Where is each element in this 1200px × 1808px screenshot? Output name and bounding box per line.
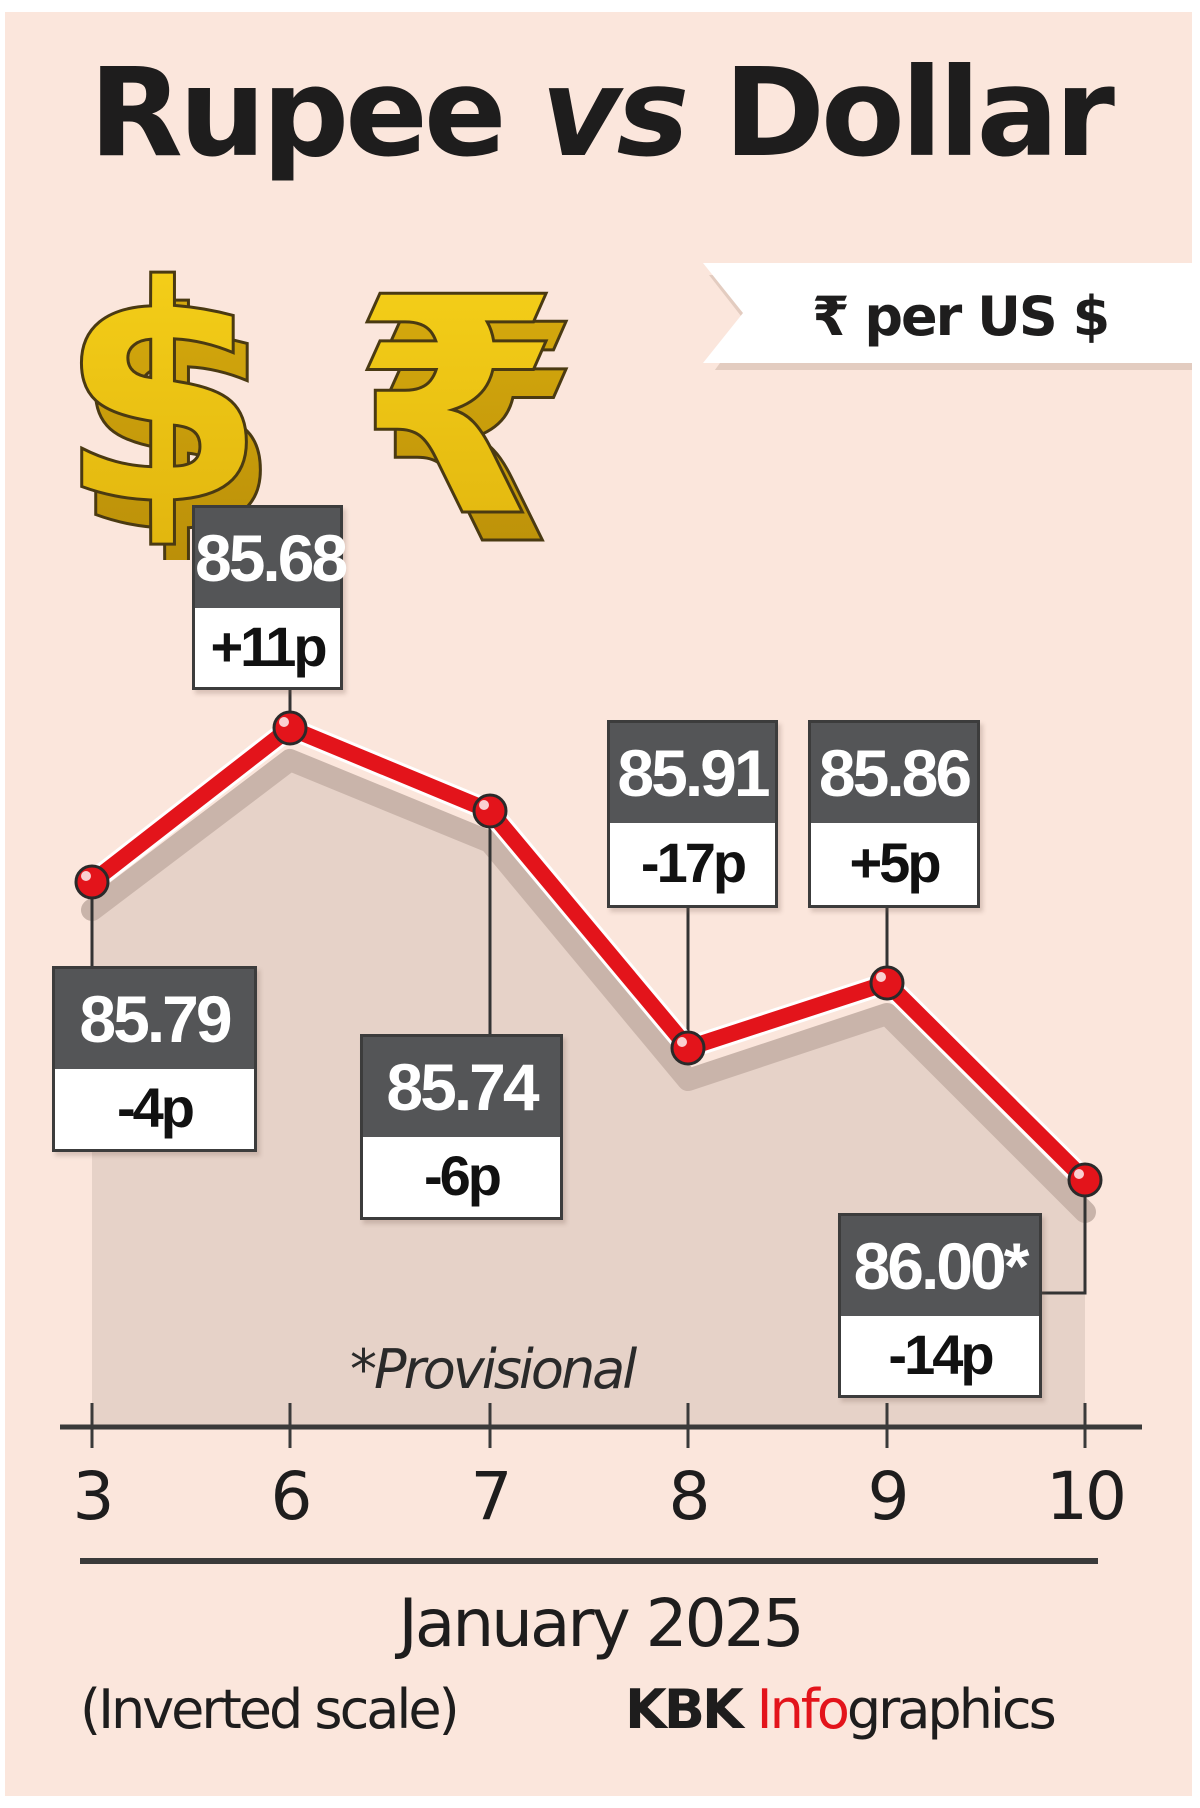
- inverted-scale-note: (Inverted scale): [80, 1678, 460, 1741]
- value-label-jan-9: 85.86 +5p: [808, 720, 980, 908]
- svg-text:₹: ₹: [372, 262, 581, 560]
- credit-line: KBK Infographics: [625, 1678, 1057, 1741]
- rate-value: 85.79: [55, 969, 254, 1069]
- svg-text:$: $: [58, 222, 267, 560]
- rate-change: -17p: [640, 831, 747, 894]
- rate-change: -4p: [117, 1076, 195, 1139]
- x-tick-label: 9: [867, 1458, 910, 1535]
- x-axis-title: January 2025: [398, 1585, 804, 1662]
- x-tick-label: 8: [668, 1458, 711, 1535]
- x-tick-label: 10: [1046, 1458, 1127, 1535]
- value-label-jan-7: 85.74 -6p: [360, 1034, 563, 1220]
- value-label-jan-3: 85.79 -4p: [52, 966, 257, 1152]
- rate-change: +5p: [849, 831, 941, 894]
- rate-change: +11p: [210, 615, 327, 678]
- data-markers: [74, 710, 1103, 1198]
- x-axis: [60, 1403, 1142, 1448]
- line-shadow: [81, 749, 1096, 1223]
- x-tick-label: 7: [470, 1458, 513, 1535]
- rate-value: 85.68: [195, 508, 348, 608]
- x-tick-label: 3: [72, 1458, 115, 1535]
- credit-graphics: graphics: [846, 1678, 1057, 1741]
- provisional-note: *Provisional: [350, 1338, 637, 1401]
- data-line: [87, 720, 1091, 1186]
- title-vs: vs: [541, 42, 689, 184]
- rate-value: 85.86: [811, 723, 977, 823]
- title-rupee: Rupee: [89, 42, 542, 184]
- x-tick-label: 6: [270, 1458, 313, 1535]
- title-dollar: Dollar: [685, 42, 1115, 184]
- dollar-sign-3d-icon: $ $: [57, 221, 283, 561]
- rate-change: -6p: [424, 1144, 502, 1207]
- unit-ribbon: [703, 263, 1192, 370]
- value-label-jan-8: 85.91 -17p: [607, 720, 778, 908]
- value-label-jan-10: 86.00* -14p: [838, 1213, 1042, 1398]
- currency-icons: $ $ ₹ ₹: [57, 221, 583, 561]
- page-title: Rupee vs Dollar: [0, 52, 1200, 174]
- chart-area-fill: [92, 762, 1085, 1427]
- rupee-sign-3d-icon: ₹ ₹: [351, 233, 583, 561]
- credit-info: Info: [756, 1678, 850, 1741]
- rate-value: 85.91: [610, 723, 775, 823]
- credit-kbk: KBK: [625, 1678, 757, 1741]
- rate-value: 86.00*: [841, 1216, 1039, 1316]
- unit-label: ₹ per US $: [812, 285, 1110, 348]
- rate-change: -14p: [888, 1323, 994, 1386]
- rate-value: 85.74: [363, 1037, 560, 1137]
- svg-text:₹: ₹: [352, 234, 561, 560]
- value-label-jan-6: 85.68 +11p: [192, 505, 348, 690]
